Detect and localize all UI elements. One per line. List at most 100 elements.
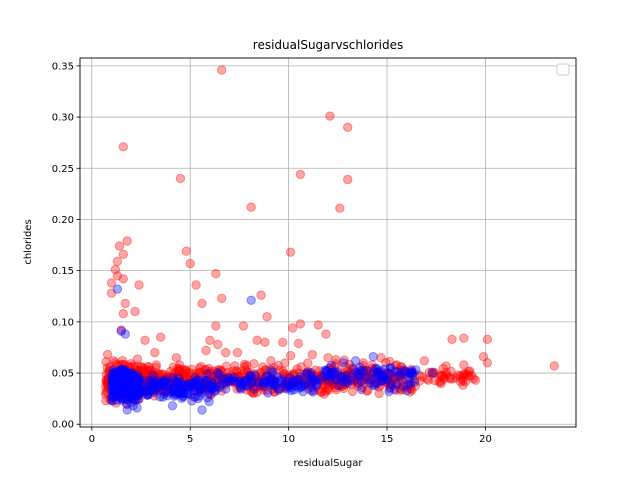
- data-point: [368, 380, 379, 390]
- data-point: [128, 378, 138, 389]
- data-point: [128, 376, 139, 386]
- data-point: [102, 380, 113, 390]
- data-point: [190, 392, 201, 402]
- data-point: [128, 401, 138, 411]
- data-point: [133, 361, 143, 371]
- data-point: [374, 373, 385, 383]
- data-point: [105, 395, 115, 405]
- data-point: [403, 380, 413, 390]
- data-point: [108, 374, 118, 384]
- data-point: [327, 369, 337, 379]
- data-point: [372, 367, 383, 378]
- data-point: [167, 388, 178, 398]
- data-point: [114, 370, 124, 381]
- data-point: [123, 373, 133, 384]
- data-point: [126, 368, 137, 379]
- data-point: [341, 376, 351, 387]
- data-point: [118, 385, 128, 395]
- data-point: [105, 380, 115, 390]
- data-point: [160, 375, 171, 385]
- data-point: [154, 382, 165, 393]
- data-point: [218, 374, 228, 384]
- data-point: [211, 371, 222, 381]
- data-point: [322, 371, 332, 382]
- data-point: [173, 363, 183, 373]
- data-point: [147, 385, 157, 396]
- data-point: [315, 371, 326, 381]
- data-point: [339, 358, 349, 368]
- data-point: [149, 377, 159, 387]
- data-point: [125, 385, 136, 395]
- data-point: [217, 65, 227, 75]
- data-point: [106, 394, 116, 404]
- data-point: [132, 385, 143, 396]
- legend-box: [556, 63, 570, 76]
- data-point: [120, 387, 131, 397]
- data-point: [248, 377, 259, 388]
- y-tick-label: 0.35: [52, 61, 74, 72]
- data-point: [144, 384, 154, 394]
- data-point: [208, 366, 219, 376]
- data-point: [329, 377, 339, 387]
- data-point: [280, 379, 290, 389]
- data-point: [169, 376, 180, 386]
- data-point: [243, 374, 254, 385]
- data-point: [356, 384, 367, 395]
- data-point: [212, 381, 222, 391]
- data-point: [376, 376, 386, 386]
- data-point: [356, 366, 366, 376]
- data-point: [136, 362, 147, 372]
- data-point: [128, 376, 138, 386]
- data-point: [233, 371, 243, 381]
- data-point: [344, 359, 355, 370]
- data-point: [143, 376, 153, 386]
- data-point: [180, 366, 191, 376]
- data-point: [182, 382, 193, 392]
- data-point: [406, 364, 416, 375]
- data-point: [300, 378, 311, 388]
- data-point: [328, 372, 338, 383]
- data-point: [272, 372, 282, 382]
- data-point: [306, 375, 316, 385]
- data-point: [549, 361, 559, 371]
- data-point: [349, 375, 359, 386]
- data-point: [176, 389, 186, 399]
- data-point: [158, 381, 169, 391]
- data-point: [429, 368, 439, 379]
- data-point: [125, 369, 135, 379]
- data-point: [396, 375, 407, 386]
- data-point: [133, 378, 143, 388]
- data-point: [221, 375, 231, 385]
- data-point: [118, 366, 129, 377]
- data-point: [126, 378, 137, 388]
- data-point: [114, 373, 125, 384]
- data-point: [124, 388, 134, 398]
- data-point: [114, 379, 124, 389]
- data-point: [128, 377, 138, 388]
- data-point: [178, 384, 189, 394]
- data-point: [269, 363, 279, 373]
- data-point: [206, 389, 216, 399]
- y-tick-label: 0.05: [52, 369, 74, 380]
- data-point: [135, 371, 146, 382]
- data-point: [385, 363, 395, 374]
- data-point: [177, 393, 187, 403]
- data-point: [347, 379, 357, 389]
- data-point: [244, 371, 254, 381]
- data-point: [115, 372, 126, 382]
- data-point: [151, 382, 162, 392]
- data-point: [190, 376, 200, 386]
- data-point: [163, 376, 173, 386]
- data-point: [343, 174, 353, 185]
- data-point: [385, 373, 395, 383]
- data-point: [115, 385, 126, 395]
- data-point: [229, 377, 239, 388]
- data-point: [385, 363, 396, 373]
- data-point: [112, 380, 122, 391]
- data-point: [125, 374, 136, 384]
- data-point: [109, 384, 119, 394]
- data-point: [267, 377, 277, 388]
- data-point: [113, 389, 124, 399]
- data-point: [116, 393, 126, 403]
